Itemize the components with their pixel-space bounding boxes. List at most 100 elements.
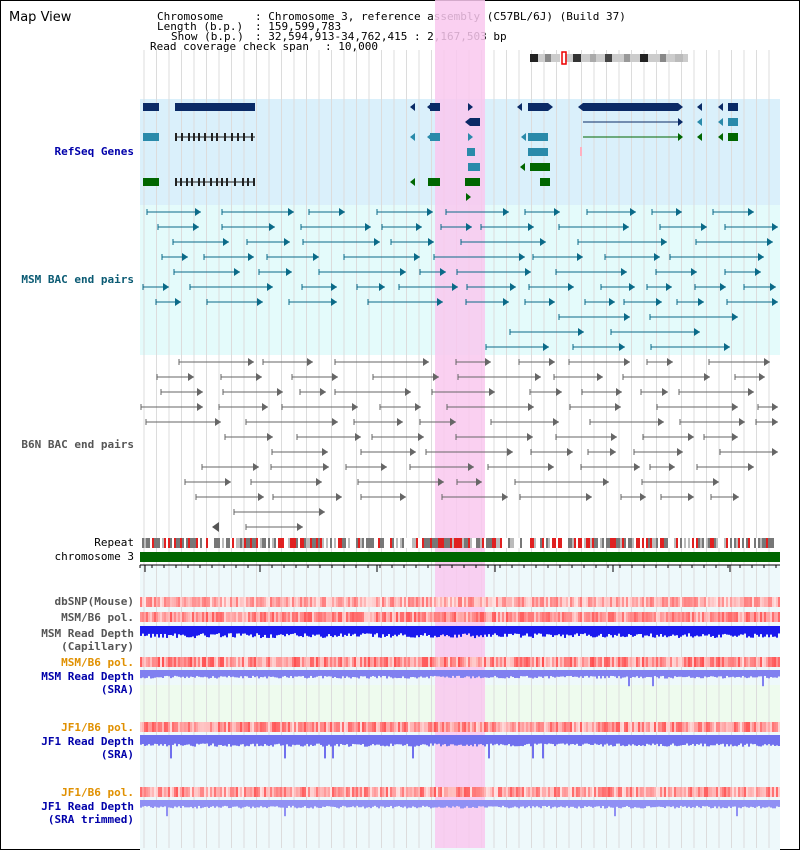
read-coverage-span-value: : 10,000 <box>325 40 378 53</box>
polymorphism-cell <box>624 612 626 622</box>
polymorphism-cell <box>144 657 146 667</box>
read-depth-bar <box>422 735 424 745</box>
polymorphism-cell <box>718 612 720 622</box>
polymorphism-cell <box>624 722 626 732</box>
read-depth-bar <box>616 670 618 679</box>
read-depth-bar <box>312 800 314 809</box>
polymorphism-cell <box>250 722 252 732</box>
polymorphism-cell <box>344 722 346 732</box>
track-label-msm-sra[interactable]: MSM Read Depth <box>41 670 134 683</box>
polymorphism-cell <box>450 657 452 667</box>
read-depth-bar <box>660 670 662 677</box>
read-depth-bar <box>398 670 400 678</box>
read-depth-bar <box>514 670 516 679</box>
polymorphism-cell <box>298 597 300 607</box>
read-depth-bar <box>288 670 290 678</box>
polymorphism-cell <box>476 787 478 797</box>
polymorphism-cell <box>740 657 742 667</box>
read-depth-bar <box>260 800 262 807</box>
read-depth-bar <box>704 670 706 677</box>
polymorphism-cell <box>212 787 214 797</box>
polymorphism-cell <box>226 722 228 732</box>
read-depth-bar <box>404 670 406 679</box>
polymorphism-cell <box>226 657 228 667</box>
read-depth-bar <box>434 800 436 808</box>
read-depth-bar <box>538 735 540 744</box>
track-label-dbsnp[interactable]: dbSNP(Mouse) <box>54 595 134 608</box>
track-label-jf1-trim[interactable]: JF1 Read Depth <box>41 800 134 813</box>
repeat-segment <box>644 538 646 548</box>
polymorphism-cell <box>378 612 380 622</box>
polymorphism-cell <box>298 787 300 797</box>
polymorphism-cell <box>258 722 260 732</box>
polymorphism-cell <box>374 722 376 732</box>
repeat-segment <box>616 538 618 548</box>
read-depth-bar <box>772 800 774 809</box>
read-depth-bar <box>564 670 566 678</box>
read-depth-bar <box>636 670 638 677</box>
track-label-b6n-bac[interactable]: B6N BAC end pairs <box>21 438 134 451</box>
read-depth-bar <box>656 800 658 807</box>
polymorphism-cell <box>240 597 242 607</box>
polymorphism-cell <box>588 722 590 732</box>
read-depth-bar <box>412 626 414 638</box>
polymorphism-cell <box>346 612 348 622</box>
show-label: Show (b.p.) <box>171 30 244 43</box>
polymorphism-cell <box>636 722 638 732</box>
track-label-jf1-b6-pol-trimmed[interactable]: JF1/B6 pol. <box>61 786 134 799</box>
repeat-segment <box>592 538 594 548</box>
read-depth-bar <box>242 735 244 745</box>
repeat-segment <box>280 538 282 548</box>
polymorphism-cell <box>560 657 562 667</box>
read-depth-bar <box>466 626 468 635</box>
polymorphism-cell <box>176 597 178 607</box>
polymorphism-cell <box>226 787 228 797</box>
read-depth-bar <box>524 800 526 809</box>
polymorphism-cell <box>292 597 294 607</box>
track-label-msm-depth[interactable]: MSM Read Depth <box>41 627 134 640</box>
read-depth-bar <box>352 626 354 635</box>
read-depth-bar <box>642 670 644 679</box>
read-depth-bar <box>250 800 252 809</box>
polymorphism-cell <box>284 787 286 797</box>
polymorphism-cell <box>280 722 282 732</box>
polymorphism-cell <box>338 722 340 732</box>
read-depth-bar <box>428 735 430 747</box>
polymorphism-cell <box>416 722 418 732</box>
polymorphism-cell <box>704 612 706 622</box>
read-depth-bar <box>586 735 588 744</box>
read-depth-bar <box>166 735 168 747</box>
msm-bac-pair-end <box>772 223 778 231</box>
polymorphism-cell <box>192 612 194 622</box>
polymorphism-cell <box>156 597 158 607</box>
polymorphism-cell <box>316 657 318 667</box>
polymorphism-cell <box>482 597 484 607</box>
read-depth-bar <box>482 800 484 807</box>
polymorphism-cell <box>746 597 748 607</box>
polymorphism-cell <box>724 722 726 732</box>
polymorphism-cell <box>366 657 368 667</box>
track-label-jf1-b6-pol[interactable]: JF1/B6 pol. <box>61 721 134 734</box>
read-depth-bar <box>738 735 740 746</box>
polymorphism-cell <box>760 597 762 607</box>
read-depth-bar <box>202 735 204 744</box>
track-label-jf1-sra[interactable]: JF1 Read Depth <box>41 735 134 748</box>
track-label-msm-bac[interactable]: MSM BAC end pairs <box>21 273 134 286</box>
polymorphism-cell <box>526 787 528 797</box>
read-depth-bar <box>580 670 582 677</box>
repeat-segment <box>336 538 338 548</box>
polymorphism-cell <box>366 787 368 797</box>
repeat-segment <box>494 538 496 548</box>
polymorphism-cell <box>330 787 332 797</box>
polymorphism-cell <box>584 597 586 607</box>
track-label-refseq[interactable]: RefSeq Genes <box>54 145 134 158</box>
read-depth-bar <box>682 800 684 807</box>
track-label-msm-b6-pol[interactable]: MSM/B6 pol. <box>61 611 134 624</box>
polymorphism-cell <box>672 722 674 732</box>
polymorphism-cell <box>358 612 360 622</box>
track-label-msm-b6-pol-sra[interactable]: MSM/B6 pol. <box>61 656 134 669</box>
polymorphism-cell <box>700 787 702 797</box>
polymorphism-cell <box>498 657 500 667</box>
repeat-segment <box>490 538 492 548</box>
